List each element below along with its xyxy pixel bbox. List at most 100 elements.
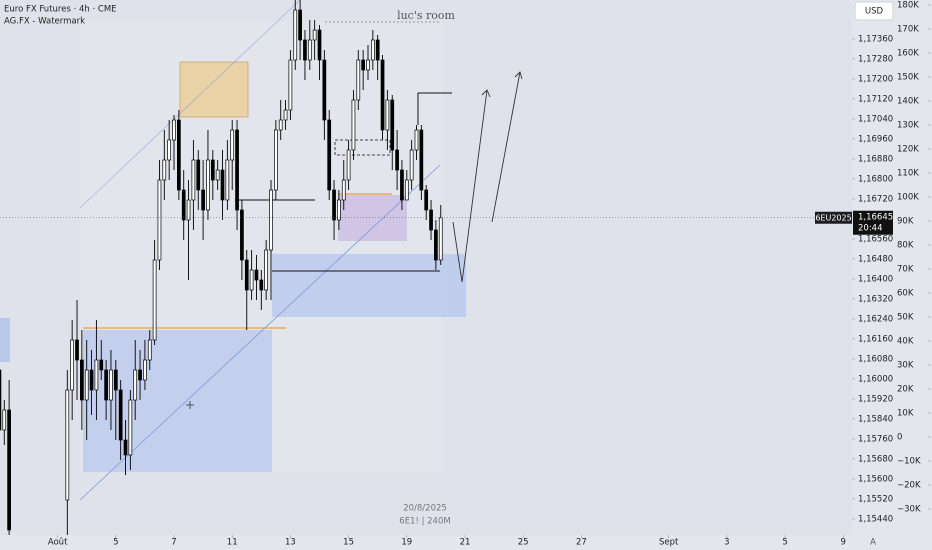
candle-body	[138, 369, 142, 381]
scale-mode[interactable]: A	[870, 538, 876, 548]
y2-tick-label: 150K	[897, 72, 919, 82]
y2-tick-label: 20K	[897, 385, 914, 395]
candle-body	[230, 129, 235, 161]
y-tick-label: 1,17120	[858, 95, 893, 105]
candle-body	[419, 129, 424, 191]
candle-body	[337, 199, 341, 221]
y2-tick-label: 60K	[897, 289, 914, 299]
y2-tick-label: 160K	[897, 48, 919, 58]
candle-body	[298, 9, 302, 41]
candle-body	[259, 279, 264, 291]
y-tick-label: 1,16240	[858, 315, 893, 325]
y-tick-label: 1,17280	[858, 55, 893, 65]
crosshair	[186, 401, 194, 409]
candle-body	[104, 369, 108, 401]
y-tick-label: 1,17200	[858, 75, 893, 85]
y2-tick-label: 170K	[897, 24, 919, 34]
y2-tick-label: 120K	[897, 144, 919, 154]
candle-body	[424, 189, 429, 211]
zone-box	[272, 254, 466, 317]
candle-body	[288, 59, 293, 111]
y-tick-label: 1,16960	[858, 135, 893, 145]
candle-body	[370, 39, 375, 61]
y-tick-label: 1,16320	[858, 295, 893, 305]
candle-body	[273, 129, 278, 191]
candle-body	[293, 9, 298, 61]
candle-body	[264, 249, 269, 291]
footer: 6E1! | 240M	[399, 517, 450, 527]
candle-body	[143, 359, 147, 381]
candle-body	[99, 359, 104, 371]
y2-tick-label: −30K	[897, 505, 921, 515]
candle-body	[341, 179, 346, 201]
arrow-head	[514, 71, 523, 80]
candle-body	[409, 149, 414, 181]
level-line	[417, 92, 452, 125]
candle-body	[240, 209, 244, 261]
y-tick-label: 1,16560	[858, 235, 893, 245]
candle-body	[244, 259, 249, 291]
x-tick-label: 3	[724, 538, 729, 548]
y-tick-label: 1,16480	[858, 255, 893, 265]
candle-body	[118, 389, 123, 441]
candle-body	[206, 159, 210, 211]
y-tick-label: 1,15680	[858, 455, 893, 465]
x-tick-label: 11	[227, 538, 238, 548]
candle-body	[94, 359, 99, 391]
candle-body	[65, 389, 70, 501]
x-tick-label: 13	[285, 538, 296, 548]
x-tick-label: 5	[782, 538, 787, 548]
candle-body	[327, 119, 332, 191]
x-tick-label: Août	[48, 538, 68, 548]
candle-body	[157, 179, 162, 261]
candle-body	[385, 99, 390, 131]
candle-body	[7, 409, 11, 531]
currency-label[interactable]: USD	[865, 7, 884, 17]
y2-tick-label: 110K	[897, 168, 919, 178]
price-tag: 1,16645	[858, 212, 893, 222]
x-tick-label: 19	[401, 538, 412, 548]
trend-line	[79, 0, 301, 209]
candle-body	[225, 159, 230, 201]
y-tick-label: 1,15520	[858, 495, 893, 505]
candle-body	[249, 269, 254, 291]
y2-tick-label: 180K	[897, 0, 919, 10]
candle-body	[356, 59, 361, 101]
symbol-tag-bg	[815, 211, 852, 224]
cursor-date: 20/8/2025	[403, 504, 447, 514]
candle-body	[395, 149, 399, 171]
y-tick-label: 1,15840	[858, 415, 893, 425]
countdown: 20:44	[858, 223, 883, 233]
watermark: luc's room	[397, 9, 455, 22]
chart-subtitle: AG.FX - Watermark	[4, 17, 85, 27]
x-tick-label: 7	[171, 538, 176, 548]
y-tick-label: 1,16880	[858, 155, 893, 165]
candle-body	[191, 159, 196, 201]
candle-body	[128, 399, 133, 456]
candle-body	[70, 339, 75, 391]
currency-button[interactable]	[854, 1, 894, 21]
candle-body	[438, 217, 443, 261]
candle-body	[2, 409, 7, 431]
candle-body	[84, 369, 89, 401]
candle-body	[147, 339, 152, 361]
chart-title: Euro FX Futures · 4h · CME	[4, 5, 117, 15]
y-tick-label: 1,16800	[858, 175, 893, 185]
y2-tick-label: 90K	[897, 216, 914, 226]
candle-body	[429, 209, 433, 231]
candle-body	[235, 129, 239, 211]
candle-body	[366, 59, 370, 71]
candle-body	[210, 159, 215, 181]
candle-body	[220, 169, 225, 201]
time-axis-panel	[0, 535, 852, 550]
arrow-head	[481, 89, 491, 98]
candle-body	[196, 159, 201, 191]
candle-body	[0, 369, 2, 431]
candles	[0, 0, 443, 535]
y-tick-label: 1,16000	[858, 375, 893, 385]
y-tick-label: 1,16080	[858, 355, 893, 365]
candle-body	[109, 369, 113, 401]
y2-tick-label: 30K	[897, 361, 914, 371]
candle-body	[375, 39, 380, 61]
